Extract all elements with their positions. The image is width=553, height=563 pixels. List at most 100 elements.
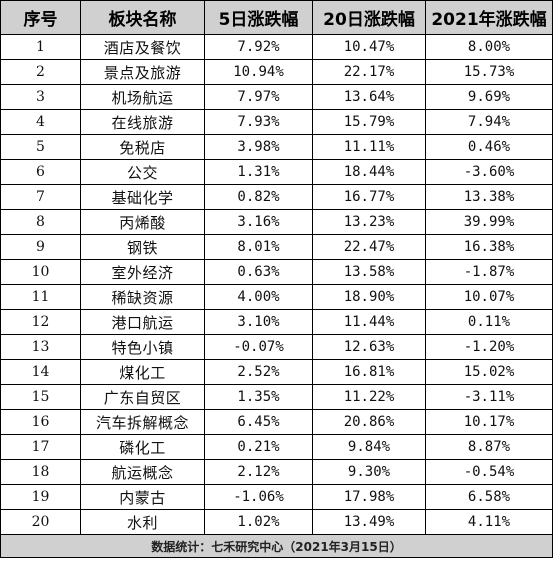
row-index: 18 xyxy=(0,459,81,485)
header-index: 序号 xyxy=(0,0,81,35)
change-20day: 13.58% xyxy=(312,259,426,285)
change-5day: 0.82% xyxy=(204,184,313,210)
data-source-note: 数据统计：七禾研究中心（2021年3月15日） xyxy=(0,534,553,558)
table-row: 13 特色小镇 -0.07% 12.63% -1.20% xyxy=(0,334,553,360)
change-20day: 9.30% xyxy=(312,459,426,485)
change-2021: 7.94% xyxy=(425,109,553,135)
row-index: 5 xyxy=(0,134,81,160)
change-20day: 13.64% xyxy=(312,84,426,110)
row-index: 11 xyxy=(0,284,81,310)
table-row: 9 钢铁 8.01% 22.47% 16.38% xyxy=(0,234,553,260)
change-2021: -1.20% xyxy=(425,334,553,360)
row-index: 2 xyxy=(0,59,81,85)
sector-name: 磷化工 xyxy=(80,434,205,460)
change-2021: 10.07% xyxy=(425,284,553,310)
table-row: 20 水利 1.02% 13.49% 4.11% xyxy=(0,509,553,535)
sector-name: 特色小镇 xyxy=(80,334,205,360)
change-5day: 2.52% xyxy=(204,359,313,385)
change-5day: 4.00% xyxy=(204,284,313,310)
table-footer: 数据统计：七禾研究中心（2021年3月15日） xyxy=(0,534,553,558)
table-row: 10 室外经济 0.63% 13.58% -1.87% xyxy=(0,259,553,285)
header-20day-change: 20日涨跌幅 xyxy=(312,0,426,35)
change-2021: -3.11% xyxy=(425,384,553,410)
sector-name: 稀缺资源 xyxy=(80,284,205,310)
table-row: 7 基础化学 0.82% 16.77% 13.38% xyxy=(0,184,553,210)
sector-name: 煤化工 xyxy=(80,359,205,385)
change-20day: 17.98% xyxy=(312,484,426,510)
table-row: 18 航运概念 2.12% 9.30% -0.54% xyxy=(0,459,553,485)
sector-name: 景点及旅游 xyxy=(80,59,205,85)
change-5day: 0.63% xyxy=(204,259,313,285)
table-row: 1 酒店及餐饮 7.92% 10.47% 8.00% xyxy=(0,34,553,60)
row-index: 10 xyxy=(0,259,81,285)
change-20day: 18.90% xyxy=(312,284,426,310)
change-20day: 11.44% xyxy=(312,309,426,335)
row-index: 6 xyxy=(0,159,81,185)
header-2021-change: 2021年涨跌幅 xyxy=(425,0,553,35)
change-5day: 7.93% xyxy=(204,109,313,135)
change-20day: 13.49% xyxy=(312,509,426,535)
sector-name: 钢铁 xyxy=(80,234,205,260)
change-2021: -0.54% xyxy=(425,459,553,485)
change-2021: 13.38% xyxy=(425,184,553,210)
change-5day: 10.94% xyxy=(204,59,313,85)
change-2021: 15.73% xyxy=(425,59,553,85)
change-2021: 10.17% xyxy=(425,409,553,435)
sector-name: 在线旅游 xyxy=(80,109,205,135)
change-2021: 6.58% xyxy=(425,484,553,510)
sector-name: 公交 xyxy=(80,159,205,185)
row-index: 17 xyxy=(0,434,81,460)
row-index: 12 xyxy=(0,309,81,335)
sector-name: 内蒙古 xyxy=(80,484,205,510)
change-5day: 1.02% xyxy=(204,509,313,535)
table-row: 5 免税店 3.98% 11.11% 0.46% xyxy=(0,134,553,160)
table-row: 19 内蒙古 -1.06% 17.98% 6.58% xyxy=(0,484,553,510)
change-2021: 39.99% xyxy=(425,209,553,235)
sector-name: 港口航运 xyxy=(80,309,205,335)
row-index: 20 xyxy=(0,509,81,535)
row-index: 15 xyxy=(0,384,81,410)
change-2021: -3.60% xyxy=(425,159,553,185)
change-20day: 13.23% xyxy=(312,209,426,235)
row-index: 7 xyxy=(0,184,81,210)
table-header: 序号 板块名称 5日涨跌幅 20日涨跌幅 2021年涨跌幅 xyxy=(0,0,553,35)
change-20day: 22.47% xyxy=(312,234,426,260)
change-5day: 8.01% xyxy=(204,234,313,260)
header-5day-change: 5日涨跌幅 xyxy=(204,0,313,35)
change-2021: 0.11% xyxy=(425,309,553,335)
row-index: 4 xyxy=(0,109,81,135)
footer-row: 数据统计：七禾研究中心（2021年3月15日） xyxy=(0,534,553,558)
table-row: 12 港口航运 3.10% 11.44% 0.11% xyxy=(0,309,553,335)
change-2021: 16.38% xyxy=(425,234,553,260)
change-20day: 15.79% xyxy=(312,109,426,135)
change-2021: 4.11% xyxy=(425,509,553,535)
change-20day: 12.63% xyxy=(312,334,426,360)
change-5day: -1.06% xyxy=(204,484,313,510)
change-20day: 9.84% xyxy=(312,434,426,460)
row-index: 3 xyxy=(0,84,81,110)
sector-name: 基础化学 xyxy=(80,184,205,210)
change-5day: 2.12% xyxy=(204,459,313,485)
change-20day: 22.17% xyxy=(312,59,426,85)
change-5day: 3.16% xyxy=(204,209,313,235)
row-index: 13 xyxy=(0,334,81,360)
table-row: 14 煤化工 2.52% 16.81% 15.02% xyxy=(0,359,553,385)
row-index: 1 xyxy=(0,34,81,60)
sector-name: 酒店及餐饮 xyxy=(80,34,205,60)
table-row: 3 机场航运 7.97% 13.64% 9.69% xyxy=(0,84,553,110)
change-20day: 11.22% xyxy=(312,384,426,410)
table-row: 8 丙烯酸 3.16% 13.23% 39.99% xyxy=(0,209,553,235)
header-row: 序号 板块名称 5日涨跌幅 20日涨跌幅 2021年涨跌幅 xyxy=(0,0,553,35)
change-2021: 9.69% xyxy=(425,84,553,110)
change-20day: 16.77% xyxy=(312,184,426,210)
change-5day: 1.35% xyxy=(204,384,313,410)
change-5day: 1.31% xyxy=(204,159,313,185)
table-body: 1 酒店及餐饮 7.92% 10.47% 8.00% 2 景点及旅游 10.94% 22.17%… xyxy=(0,34,553,535)
sector-name: 水利 xyxy=(80,509,205,535)
sector-name: 航运概念 xyxy=(80,459,205,485)
row-index: 19 xyxy=(0,484,81,510)
sector-name: 广东自贸区 xyxy=(80,384,205,410)
header-sector-name: 板块名称 xyxy=(80,0,205,35)
change-20day: 10.47% xyxy=(312,34,426,60)
